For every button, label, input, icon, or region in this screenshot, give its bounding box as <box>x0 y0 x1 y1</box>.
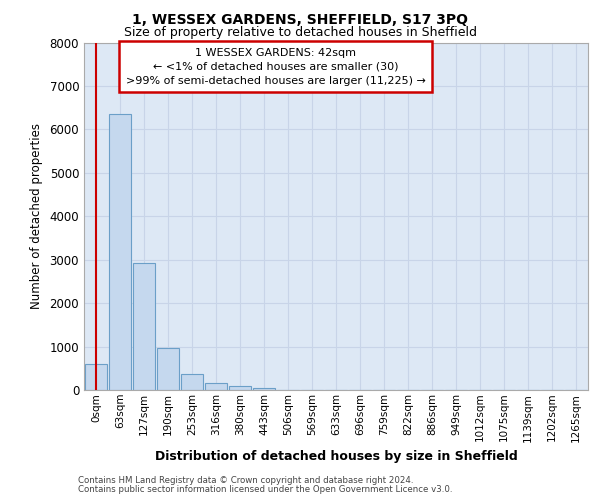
Bar <box>229 386 251 390</box>
Bar <box>85 364 107 390</box>
Bar <box>205 383 227 390</box>
Bar <box>133 263 155 390</box>
Text: Contains HM Land Registry data © Crown copyright and database right 2024.: Contains HM Land Registry data © Crown c… <box>78 476 413 485</box>
Text: 1 WESSEX GARDENS: 42sqm
← <1% of detached houses are smaller (30)
>99% of semi-d: 1 WESSEX GARDENS: 42sqm ← <1% of detache… <box>125 48 425 86</box>
Text: 1, WESSEX GARDENS, SHEFFIELD, S17 3PQ: 1, WESSEX GARDENS, SHEFFIELD, S17 3PQ <box>132 12 468 26</box>
Bar <box>253 388 275 390</box>
Text: Size of property relative to detached houses in Sheffield: Size of property relative to detached ho… <box>124 26 476 39</box>
Bar <box>181 374 203 390</box>
Y-axis label: Number of detached properties: Number of detached properties <box>29 123 43 309</box>
Bar <box>109 114 131 390</box>
X-axis label: Distribution of detached houses by size in Sheffield: Distribution of detached houses by size … <box>155 450 517 463</box>
Bar <box>157 348 179 390</box>
Text: Contains public sector information licensed under the Open Government Licence v3: Contains public sector information licen… <box>78 485 452 494</box>
